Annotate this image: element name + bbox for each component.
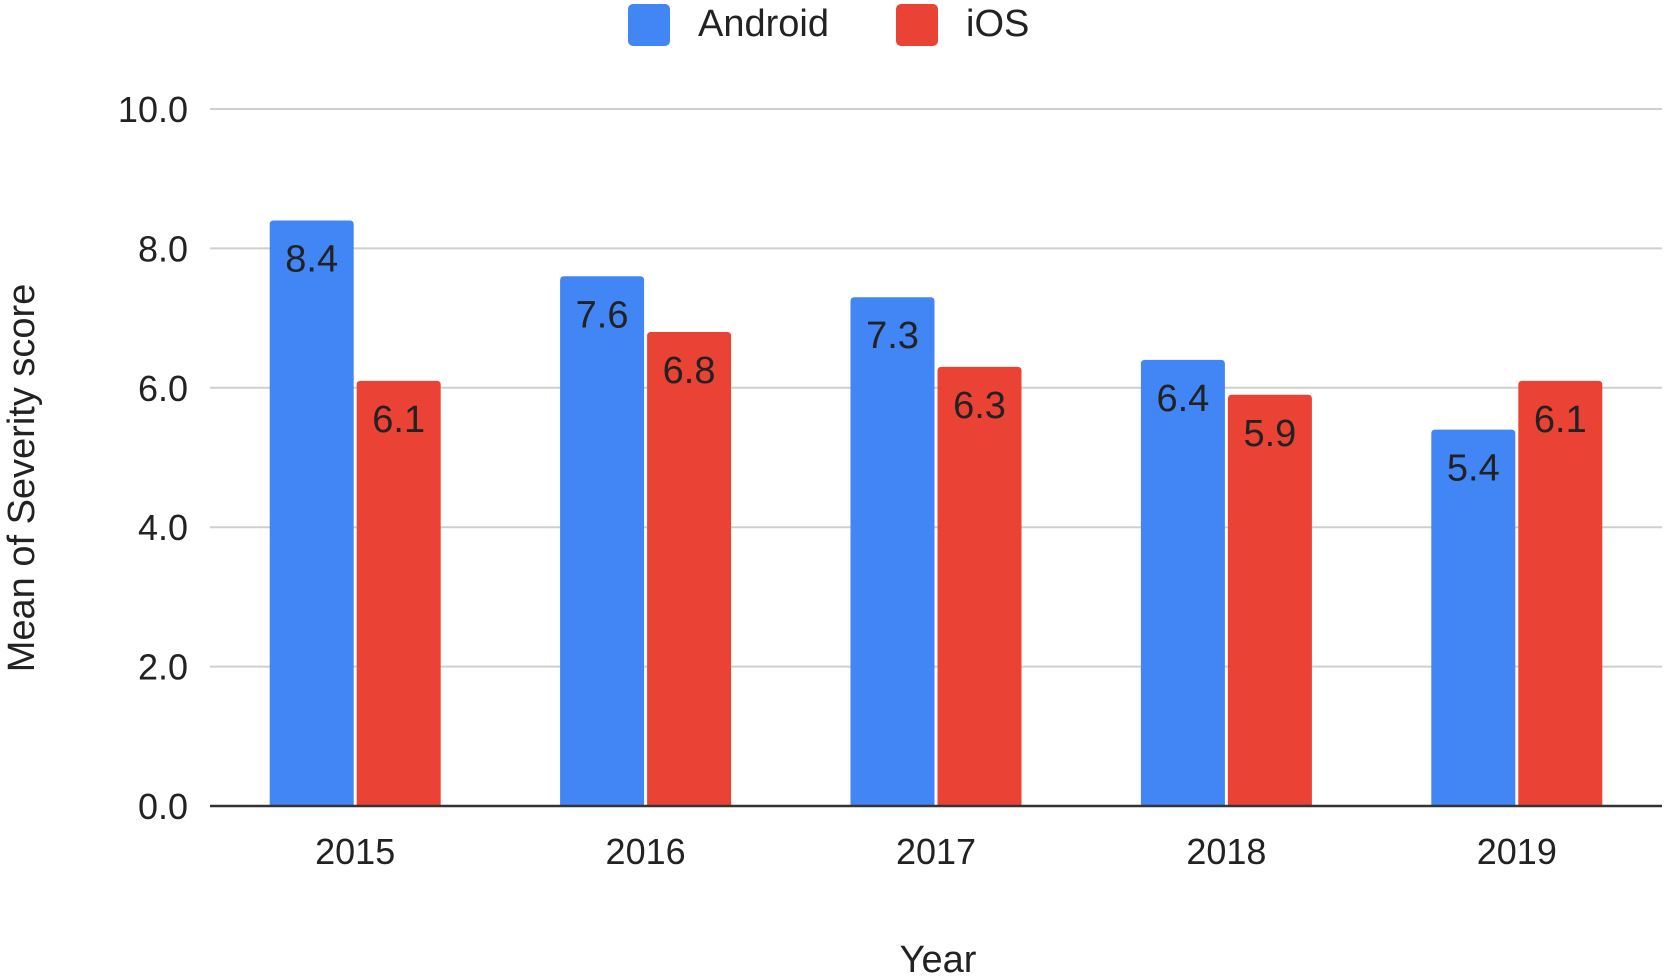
data-label-android-2019: 5.4: [1447, 448, 1500, 490]
legend-swatch-ios: [896, 4, 938, 46]
y-tick-label-0: 0.0: [138, 786, 188, 827]
y-tick-label-2: 4.0: [138, 507, 188, 548]
x-axis-title: Year: [900, 939, 977, 979]
y-tick-label-4: 8.0: [138, 228, 188, 269]
bars: [269, 220, 1603, 806]
data-label-android-2017: 7.3: [866, 315, 919, 357]
bar-ios-2019: [1518, 380, 1603, 806]
legend-swatch-android: [628, 4, 670, 46]
bar-android-2018: [1140, 359, 1225, 806]
y-tick-label-1: 2.0: [138, 647, 188, 688]
x-tick-label-2017: 2017: [896, 831, 976, 872]
x-axis-tick-labels: 2015 2016 2017 2018 2019: [315, 831, 1557, 872]
bar-android-2017: [850, 297, 935, 806]
bar-ios-2016: [647, 332, 732, 806]
y-axis-title: Mean of Severity score: [1, 284, 43, 673]
data-label-android-2018: 6.4: [1156, 378, 1209, 420]
x-tick-label-2019: 2019: [1477, 831, 1557, 872]
data-label-ios-2018: 5.9: [1243, 413, 1296, 455]
gridlines: [210, 108, 1662, 668]
legend-label-android: Android: [698, 3, 829, 45]
legend-label-ios: iOS: [966, 3, 1029, 45]
data-label-ios-2019: 6.1: [1534, 399, 1587, 441]
legend: Android iOS: [628, 3, 1029, 46]
y-axis-tick-labels: 0.0 2.0 4.0 6.0 8.0 10.0: [118, 89, 188, 827]
bar-android-2016: [560, 276, 645, 806]
y-tick-label-5: 10.0: [118, 89, 188, 130]
y-tick-label-3: 6.0: [138, 368, 188, 409]
data-label-android-2015: 8.4: [285, 239, 338, 281]
data-label-ios-2015: 6.1: [372, 399, 425, 441]
data-label-ios-2017: 6.3: [953, 385, 1006, 427]
x-tick-label-2015: 2015: [315, 831, 395, 872]
x-tick-label-2016: 2016: [606, 831, 686, 872]
bar-ios-2017: [937, 366, 1022, 806]
bar-ios-2018: [1227, 394, 1312, 806]
data-label-ios-2016: 6.8: [663, 350, 716, 392]
data-label-android-2016: 7.6: [576, 294, 629, 336]
bar-ios-2015: [356, 380, 441, 806]
bar-android-2019: [1431, 429, 1516, 806]
bar-android-2015: [269, 220, 354, 806]
x-tick-label-2018: 2018: [1186, 831, 1266, 872]
data-labels: 8.4 6.1 7.6 6.8 7.3 6.3 6.4 5.9 5.4 6.1: [285, 239, 1586, 490]
